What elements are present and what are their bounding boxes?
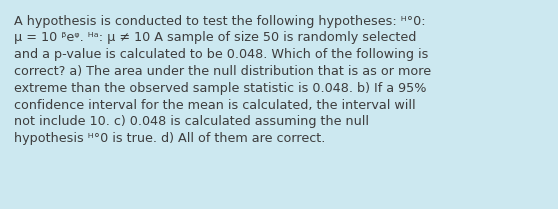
- Text: A hypothesis is conducted to test the following hypotheses: ᴴ°0:
μ = 10 ᵝeᵠ. ᴴᵃ:: A hypothesis is conducted to test the fo…: [14, 15, 431, 145]
